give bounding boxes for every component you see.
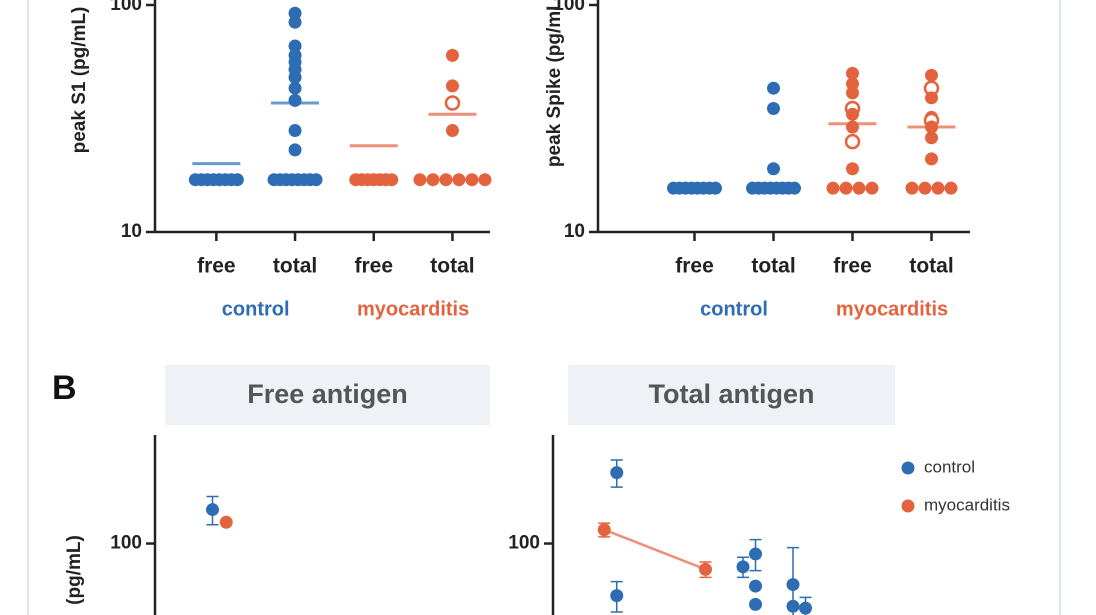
data-point <box>445 123 459 137</box>
x-tick-label: free <box>675 255 714 278</box>
data-point <box>799 601 812 615</box>
data-point <box>288 70 302 84</box>
x-tick-label: total <box>273 255 317 278</box>
y-tick-label: 10 <box>564 221 585 242</box>
panel-label: B <box>52 369 77 407</box>
data-point <box>309 173 323 187</box>
x-tick-label: total <box>751 255 795 278</box>
data-point <box>786 599 800 613</box>
data-point <box>699 562 712 576</box>
group-label: control <box>700 298 768 320</box>
y-tick-label: 100 <box>110 0 142 15</box>
data-point <box>288 39 302 53</box>
data-point <box>736 560 750 574</box>
x-tick-label: free <box>197 255 236 278</box>
data-point <box>925 68 938 82</box>
data-point <box>786 578 800 592</box>
group-label: myocarditis <box>836 298 948 320</box>
data-point <box>767 81 780 95</box>
data-point <box>610 589 624 603</box>
title-box <box>568 365 895 425</box>
panel-title: Total antigen <box>649 379 815 409</box>
data-point <box>846 66 859 80</box>
legend-label: myocarditis <box>924 495 1010 514</box>
data-point <box>219 515 233 529</box>
data-point <box>925 91 938 105</box>
data-point <box>767 101 780 115</box>
x-tick-label: total <box>430 255 474 278</box>
y-axis-label: (pg/mL) <box>64 535 85 605</box>
title-box <box>165 365 490 425</box>
data-point <box>478 173 492 187</box>
data-point <box>445 48 459 62</box>
data-point <box>826 181 840 195</box>
data-point <box>610 466 624 480</box>
y-tick-label: 100 <box>508 533 540 554</box>
data-point <box>918 181 932 195</box>
y-axis-label: peak S1 (pg/mL) <box>69 7 90 154</box>
data-point <box>925 152 938 166</box>
data-point <box>206 503 219 517</box>
legend-label: control <box>924 457 975 476</box>
x-tick-label: free <box>354 255 393 278</box>
data-point <box>288 15 302 29</box>
group-label: myocarditis <box>357 298 469 320</box>
error-bar <box>787 546 799 615</box>
data-point <box>846 77 859 91</box>
data-point <box>385 173 399 187</box>
data-point <box>413 173 427 187</box>
data-point <box>288 123 302 137</box>
data-point <box>426 173 440 187</box>
data-point <box>288 6 302 20</box>
panel-title: Free antigen <box>247 379 408 409</box>
y-tick-label: 100 <box>110 533 142 554</box>
data-point <box>288 143 302 157</box>
data-point <box>905 181 919 195</box>
data-point <box>767 162 780 176</box>
legend-marker <box>901 499 915 513</box>
data-point <box>597 523 611 537</box>
x-tick-label: free <box>833 255 872 278</box>
data-point <box>749 597 762 611</box>
data-point <box>444 95 461 111</box>
data-point <box>749 547 762 561</box>
series-line <box>603 528 706 571</box>
y-tick-label: 100 <box>553 0 585 15</box>
data-point <box>944 181 958 195</box>
data-point <box>865 181 879 195</box>
data-point <box>931 181 945 195</box>
legend-marker <box>901 461 915 475</box>
data-point <box>445 79 459 93</box>
x-tick-label: total <box>909 255 953 278</box>
data-point <box>465 173 479 187</box>
data-point <box>288 81 302 95</box>
data-point <box>230 173 244 187</box>
group-label: control <box>222 298 290 320</box>
y-axis-label: peak Spike (pg/mL) <box>544 0 565 167</box>
data-point <box>846 162 859 176</box>
data-point <box>288 93 302 107</box>
data-point <box>452 173 466 187</box>
data-point <box>846 86 859 100</box>
data-point <box>844 133 861 150</box>
data-point <box>846 107 859 121</box>
y-tick-label: 10 <box>121 221 142 242</box>
data-point <box>749 579 762 593</box>
data-point <box>839 181 853 195</box>
data-point <box>439 173 453 187</box>
data-point <box>852 181 866 195</box>
data-point <box>925 131 938 145</box>
